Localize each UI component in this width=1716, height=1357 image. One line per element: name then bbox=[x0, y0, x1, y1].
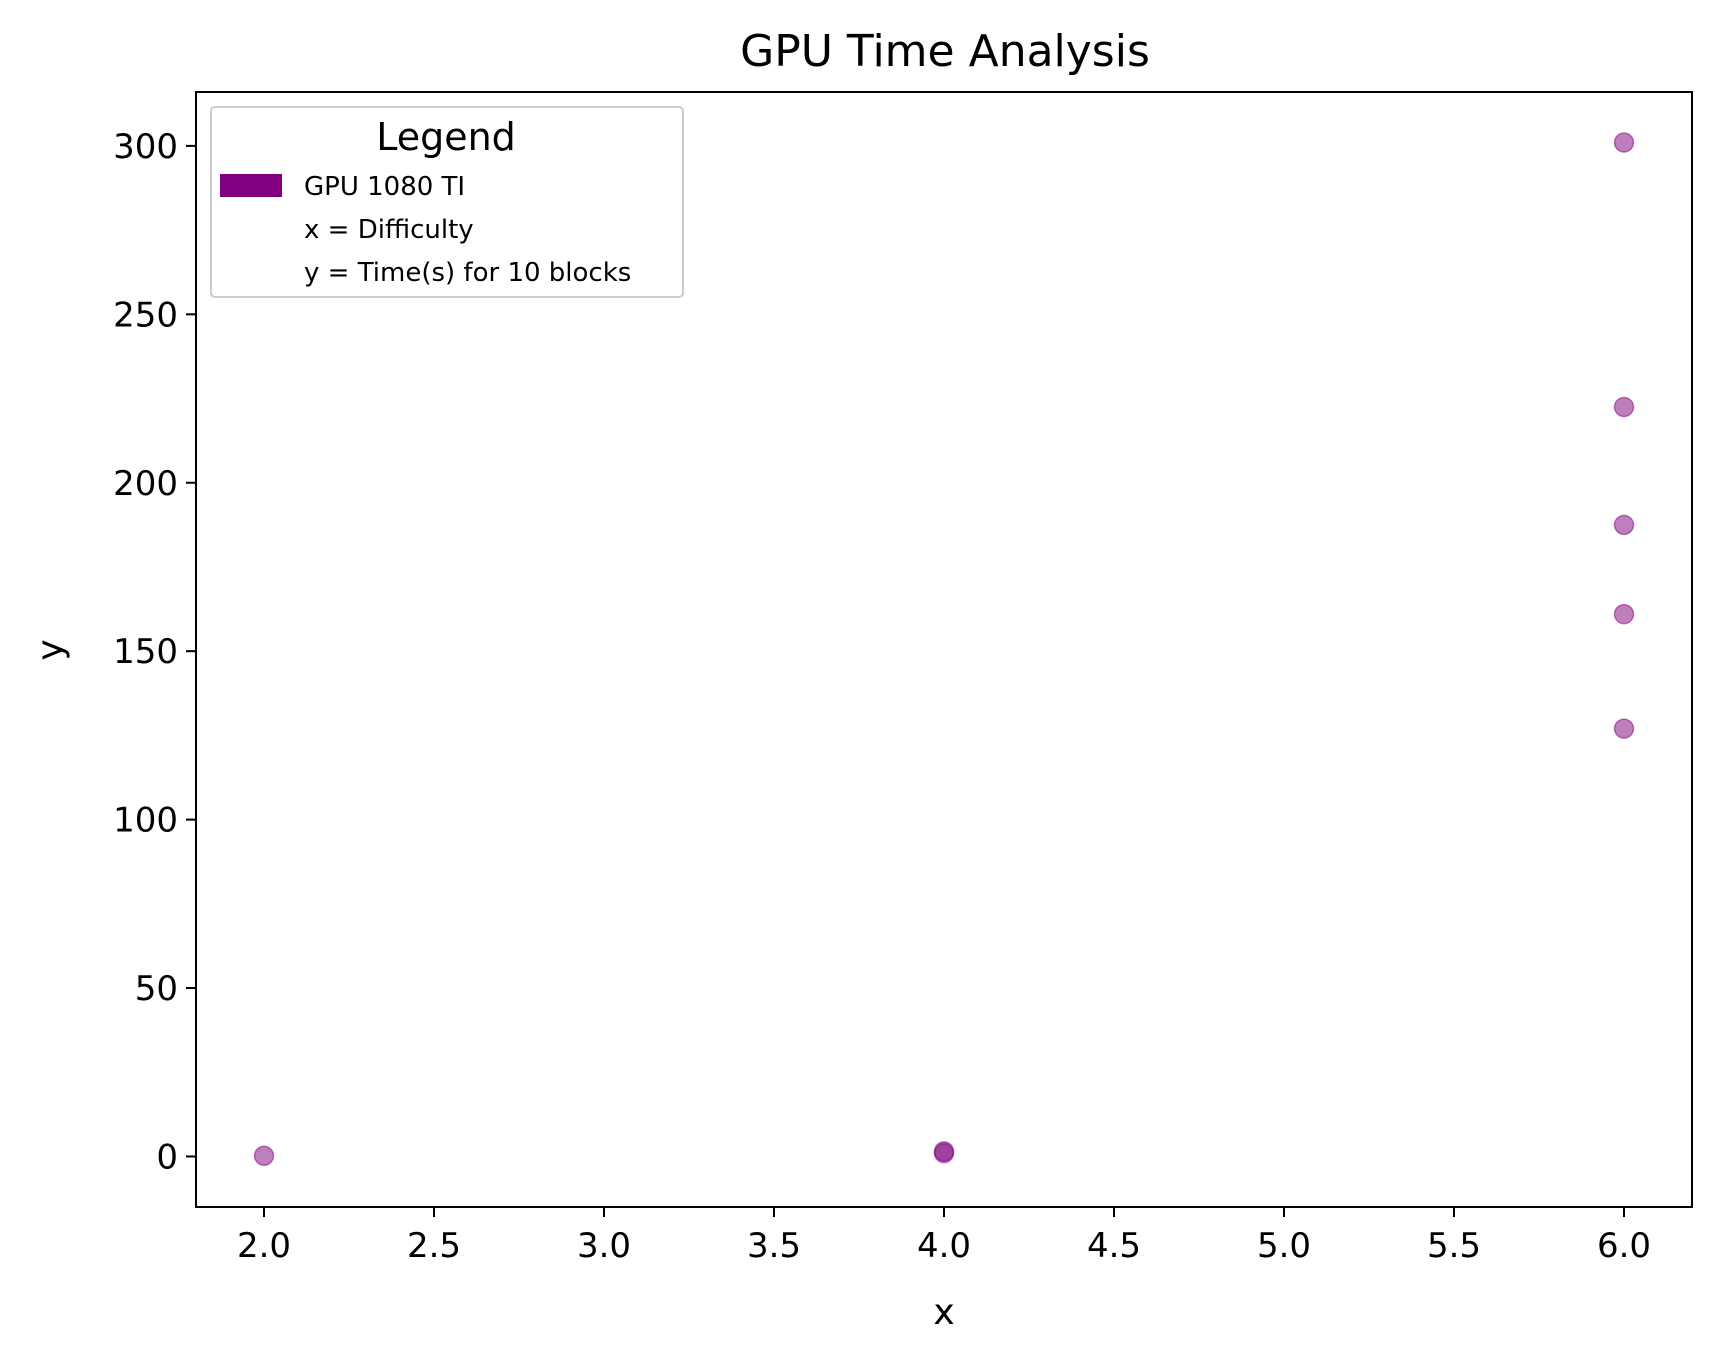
x-tick-label: 3.5 bbox=[747, 1226, 801, 1266]
data-point bbox=[1613, 514, 1635, 536]
y-tick-label: 0 bbox=[156, 1137, 178, 1177]
data-point bbox=[1613, 603, 1635, 625]
legend-title: Legend bbox=[376, 115, 516, 159]
data-point bbox=[1613, 396, 1635, 418]
legend-entry-gpu-1080-ti: GPU 1080 TI bbox=[304, 172, 465, 202]
data-point bbox=[1613, 132, 1635, 153]
legend: Legend GPU 1080 TI x = Difficulty y = Ti… bbox=[210, 106, 684, 298]
y-tick-label: 250 bbox=[113, 295, 178, 335]
y-axis-ticks: 0 50 100 150 200 250 300 bbox=[113, 127, 196, 1177]
data-point bbox=[253, 1145, 275, 1167]
legend-box bbox=[210, 106, 684, 298]
data-point bbox=[1613, 718, 1635, 739]
legend-entry-y-time: y = Time(s) for 10 blocks bbox=[304, 258, 631, 288]
legend-entry-x-difficulty: x = Difficulty bbox=[304, 215, 474, 245]
y-tick-label: 50 bbox=[135, 969, 178, 1009]
x-tick-label: 3.0 bbox=[577, 1226, 631, 1266]
y-axis-label: y bbox=[30, 639, 71, 660]
x-axis-label: x bbox=[933, 1292, 954, 1333]
chart-title: GPU Time Analysis bbox=[740, 26, 1150, 77]
y-tick-label: 100 bbox=[113, 801, 178, 841]
x-tick-label: 2.0 bbox=[237, 1226, 291, 1266]
data-point bbox=[933, 1142, 955, 1164]
y-tick-label: 200 bbox=[113, 464, 178, 504]
data-points bbox=[253, 132, 1635, 1167]
x-tick-label: 5.0 bbox=[1257, 1226, 1311, 1266]
legend-swatch-gpu-1080-ti bbox=[220, 174, 282, 197]
x-tick-label: 4.0 bbox=[917, 1226, 971, 1266]
x-tick-label: 5.5 bbox=[1427, 1226, 1481, 1266]
x-tick-label: 2.5 bbox=[407, 1226, 461, 1266]
y-tick-label: 300 bbox=[113, 127, 178, 167]
x-tick-label: 6.0 bbox=[1597, 1226, 1651, 1266]
y-tick-label: 150 bbox=[113, 632, 178, 672]
x-axis-ticks: 2.0 2.5 3.0 3.5 4.0 4.5 5.0 5.5 6.0 bbox=[237, 1207, 1651, 1266]
x-tick-label: 4.5 bbox=[1087, 1226, 1141, 1266]
